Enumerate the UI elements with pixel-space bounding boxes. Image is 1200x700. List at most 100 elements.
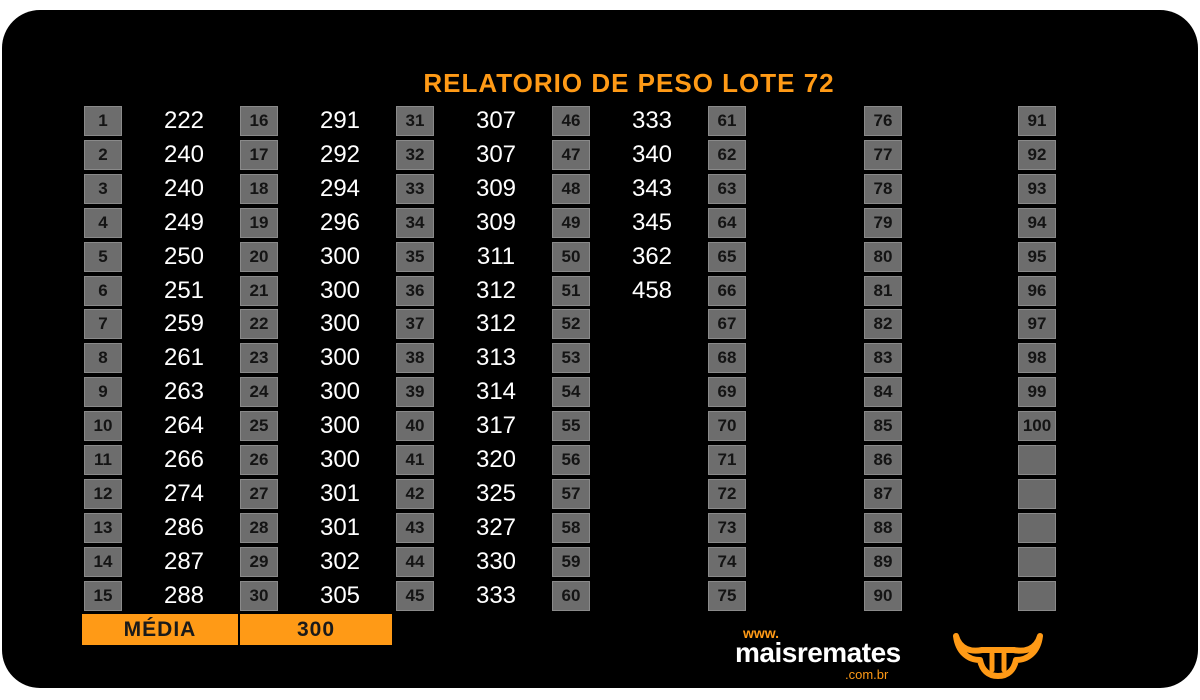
lot-number: 4 — [84, 208, 122, 238]
weight-value: 300 — [319, 344, 361, 371]
weight-value: 261 — [163, 344, 205, 371]
lot-number: 38 — [396, 343, 434, 373]
lot-number: 20 — [240, 242, 278, 272]
lot-number: 83 — [864, 343, 902, 373]
lot-number: 97 — [1018, 309, 1056, 339]
lot-number: 37 — [396, 309, 434, 339]
lot-number: 54 — [552, 377, 590, 407]
lot-number: 86 — [864, 445, 902, 475]
lot-number: 12 — [84, 479, 122, 509]
lot-number: 3 — [84, 174, 122, 204]
lot-number: 42 — [396, 479, 434, 509]
weight-value: 305 — [319, 582, 361, 609]
logo-domain: .com.br — [845, 667, 889, 682]
lot-number: 29 — [240, 547, 278, 577]
weight-value: 300 — [319, 446, 361, 473]
lot-number: 77 — [864, 140, 902, 170]
weight-value: 458 — [631, 277, 673, 304]
lot-number: 60 — [552, 581, 590, 611]
lot-number: 72 — [708, 479, 746, 509]
weight-value: 287 — [163, 548, 205, 575]
lot-number: 17 — [240, 140, 278, 170]
lot-number: 45 — [396, 581, 434, 611]
weight-value: 300 — [319, 378, 361, 405]
lot-number: 78 — [864, 174, 902, 204]
lot-number: 7 — [84, 309, 122, 339]
weight-value: 266 — [163, 446, 205, 473]
average-label: MÉDIA — [82, 614, 238, 645]
lot-number: 53 — [552, 343, 590, 373]
weight-value: 327 — [475, 514, 517, 541]
lot-number: 8 — [84, 343, 122, 373]
lot-number: 62 — [708, 140, 746, 170]
lot-number: 56 — [552, 445, 590, 475]
lot-number: 27 — [240, 479, 278, 509]
weight-value: 325 — [475, 480, 517, 507]
lot-number: 34 — [396, 208, 434, 238]
lot-number: 70 — [708, 411, 746, 441]
lot-number: 71 — [708, 445, 746, 475]
lot-number: 49 — [552, 208, 590, 238]
weight-value: 274 — [163, 480, 205, 507]
weight-value: 340 — [631, 141, 673, 168]
weight-value: 240 — [163, 141, 205, 168]
lot-number: 81 — [864, 276, 902, 306]
lot-number: 36 — [396, 276, 434, 306]
lot-number: 84 — [864, 377, 902, 407]
lot-number: 26 — [240, 445, 278, 475]
empty-cell — [1018, 513, 1056, 543]
weight-value: 259 — [163, 310, 205, 337]
weight-value: 300 — [319, 277, 361, 304]
lot-number: 23 — [240, 343, 278, 373]
lot-number: 93 — [1018, 174, 1056, 204]
weight-value: 309 — [475, 175, 517, 202]
lot-number: 63 — [708, 174, 746, 204]
weight-value: 307 — [475, 107, 517, 134]
lot-number: 19 — [240, 208, 278, 238]
weight-value: 307 — [475, 141, 517, 168]
lot-number: 18 — [240, 174, 278, 204]
lot-number: 44 — [396, 547, 434, 577]
lot-number: 52 — [552, 309, 590, 339]
average-value: 300 — [240, 614, 392, 645]
lot-number: 65 — [708, 242, 746, 272]
lot-number: 73 — [708, 513, 746, 543]
lot-number: 64 — [708, 208, 746, 238]
weight-value: 312 — [475, 310, 517, 337]
lot-number: 28 — [240, 513, 278, 543]
lot-number: 10 — [84, 411, 122, 441]
lot-number: 69 — [708, 377, 746, 407]
lot-number: 24 — [240, 377, 278, 407]
weight-value: 263 — [163, 378, 205, 405]
lot-number: 6 — [84, 276, 122, 306]
lot-number: 2 — [84, 140, 122, 170]
lot-number: 75 — [708, 581, 746, 611]
weight-value: 301 — [319, 480, 361, 507]
lot-number: 80 — [864, 242, 902, 272]
lot-number: 85 — [864, 411, 902, 441]
weight-value: 320 — [475, 446, 517, 473]
lot-number: 87 — [864, 479, 902, 509]
weight-value: 333 — [631, 107, 673, 134]
empty-cell — [1018, 581, 1056, 611]
lot-number: 47 — [552, 140, 590, 170]
lot-number: 89 — [864, 547, 902, 577]
lot-number: 76 — [864, 106, 902, 136]
logo-www: www. — [743, 625, 780, 641]
lot-number: 100 — [1018, 411, 1056, 441]
weight-value: 343 — [631, 175, 673, 202]
weight-value: 313 — [475, 344, 517, 371]
lot-number: 15 — [84, 581, 122, 611]
weight-value: 330 — [475, 548, 517, 575]
weight-value: 240 — [163, 175, 205, 202]
lot-number: 99 — [1018, 377, 1056, 407]
lot-number: 30 — [240, 581, 278, 611]
lot-number: 58 — [552, 513, 590, 543]
report-card: RELATORIO DE PESO LOTE 72 1 222 2 240 3 240 4 2… — [2, 10, 1198, 688]
weight-value: 250 — [163, 243, 205, 270]
lot-number: 33 — [396, 174, 434, 204]
report-title: RELATORIO DE PESO LOTE 72 — [423, 68, 835, 98]
weight-value: 292 — [319, 141, 361, 168]
weight-value: 300 — [319, 243, 361, 270]
lot-number: 98 — [1018, 343, 1056, 373]
